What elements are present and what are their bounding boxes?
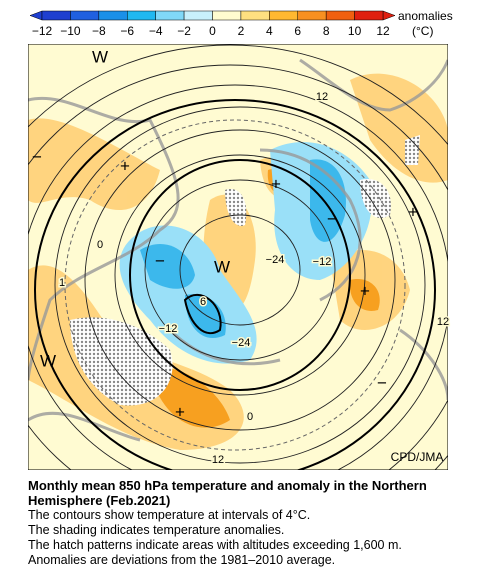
colorbar-tick-label: 2 [238, 24, 245, 38]
map-label: −24 [266, 254, 285, 266]
colorbar-segment [354, 10, 384, 21]
colorbar: −12 −10 −8 −6 −4 −2 0 2 4 6 8 10 12 [29, 10, 396, 38]
colorbar-tick-label: −10 [60, 24, 81, 38]
colorbar-segment [240, 10, 270, 21]
map-label: −12 [159, 323, 178, 335]
figure: −12 −10 −8 −6 −4 −2 0 2 4 6 8 10 12 anomalies (°C) [28, 9, 453, 470]
colorbar-segment [41, 10, 71, 21]
caption-title-line: Hemisphere (Feb.2021) [28, 493, 171, 508]
map-label: 1 [59, 277, 65, 289]
colorbar-tick-label: −2 [177, 24, 191, 38]
map-label: 6 [200, 296, 206, 308]
colorbar-segment [98, 10, 128, 21]
colorbar-segment [70, 10, 100, 21]
map-label: − [155, 251, 165, 270]
colorbar-end [382, 10, 396, 21]
colorbar-tick-label: 0 [209, 24, 216, 38]
colorbar-tick-label: 8 [323, 24, 330, 38]
map-label: + [175, 402, 185, 421]
map-label: 12 [437, 316, 449, 328]
colorbar-tick-label: 10 [348, 24, 362, 38]
caption-line: The contours show temperature at interva… [28, 508, 311, 522]
colorbar-tick-label: −6 [120, 24, 134, 38]
caption-line: The shading indicates temperature anomal… [28, 523, 285, 537]
colorbar-tick-label: 6 [294, 24, 301, 38]
map-label: W [214, 257, 230, 276]
map-label: −12 [313, 256, 332, 268]
colorbar-segment [212, 10, 242, 21]
map-label: 0 [97, 239, 103, 251]
map-label: + [271, 174, 281, 193]
map-label: W [92, 47, 108, 66]
colorbar-segment [325, 10, 355, 21]
colorbar-tick-label: −4 [149, 24, 163, 38]
caption-title: Monthly mean 850 hPa temperature and ano… [28, 478, 427, 508]
map-label: 12 [212, 454, 224, 466]
colorbar-tick-label: 4 [266, 24, 273, 38]
colorbar-segment [297, 10, 327, 21]
map-credit: CPD/JMA [391, 450, 444, 464]
colorbar-tick-label: 12 [376, 24, 390, 38]
map-label: −24 [232, 337, 251, 349]
colorbar-tick-label: −12 [32, 24, 53, 38]
map-label: W [40, 351, 56, 370]
caption-title-line: Monthly mean 850 hPa temperature and ano… [28, 478, 427, 493]
map-label: + [360, 281, 370, 300]
map-label: + [120, 156, 130, 175]
map-label: − [32, 147, 42, 166]
caption-line: Anomalies are deviations from the 1981–2… [28, 553, 336, 567]
colorbar-unit: (°C) [412, 24, 433, 38]
colorbar-title: anomalies [398, 9, 453, 23]
colorbar-end [29, 10, 43, 21]
caption-text: The contours show temperature at interva… [28, 508, 402, 568]
map-label: + [408, 202, 418, 221]
colorbar-segment [183, 10, 213, 21]
map-label: − [327, 209, 337, 228]
colorbar-segment [269, 10, 299, 21]
map-label: 12 [316, 91, 328, 103]
colorbar-tick-label: −8 [92, 24, 106, 38]
map [28, 44, 448, 470]
map-label: 0 [247, 411, 253, 423]
caption-line: The hatch patterns indicate areas with a… [28, 538, 402, 552]
colorbar-segment [155, 10, 185, 21]
colorbar-segment [127, 10, 156, 21]
map-label: − [377, 373, 387, 392]
